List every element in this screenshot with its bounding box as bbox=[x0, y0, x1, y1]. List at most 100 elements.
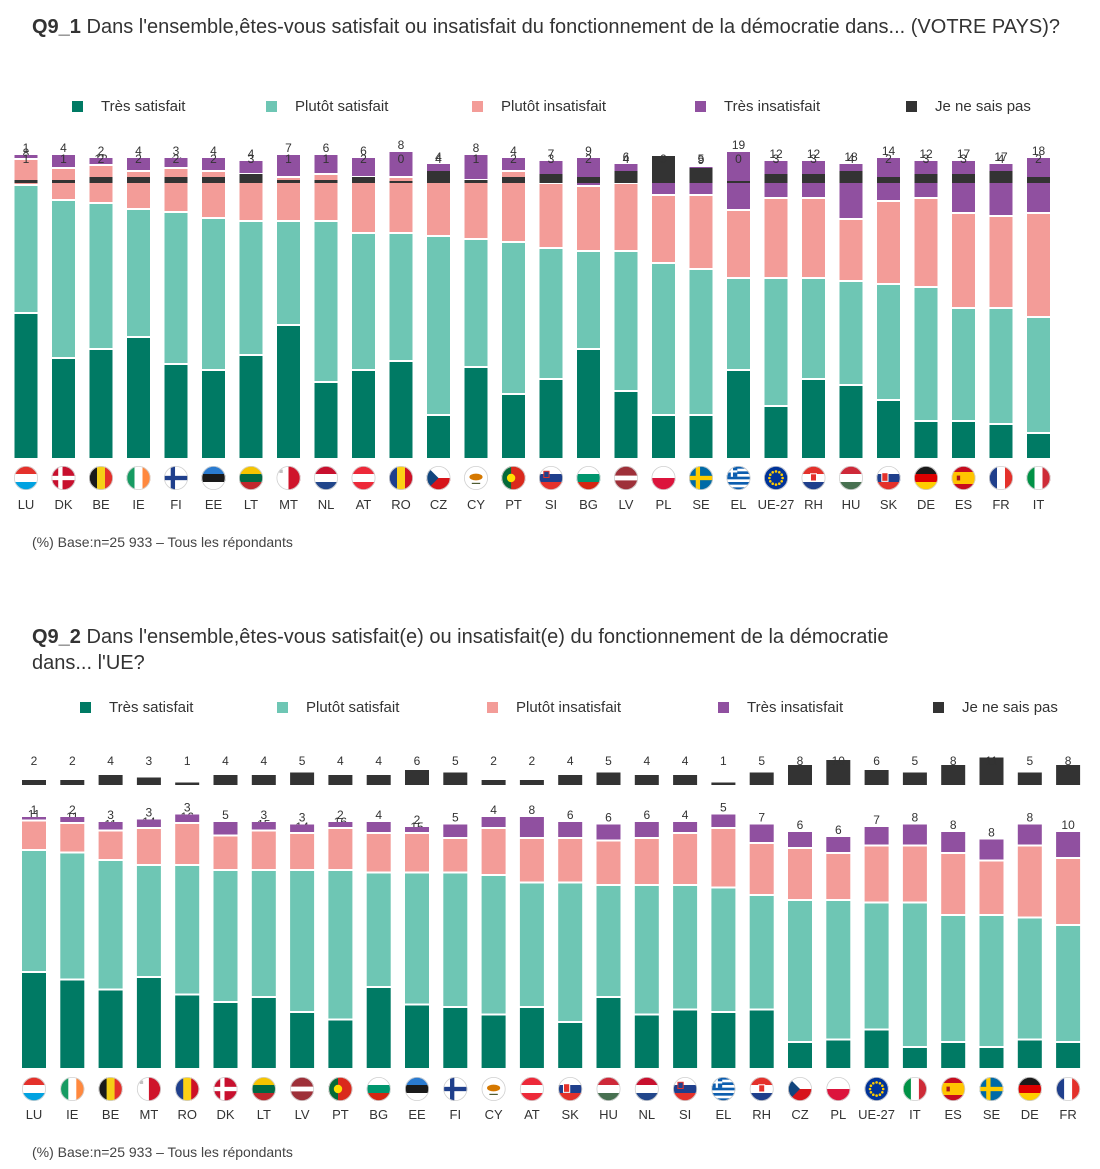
category-label: FI bbox=[450, 1107, 462, 1122]
bar-segment-tr-s-insatisfait bbox=[389, 152, 413, 176]
data-label: 3 bbox=[299, 811, 306, 825]
bar-segment-plut-t-insatisfait bbox=[175, 824, 200, 864]
data-label: 2 bbox=[31, 754, 38, 768]
data-label: 5 bbox=[452, 754, 459, 768]
data-label: 6 bbox=[623, 150, 630, 164]
bar-segment-tr-s-insatisfait bbox=[749, 824, 774, 842]
bar-segment-plut-t-insatisfait bbox=[689, 196, 713, 268]
bar-segment-plut-t-insatisfait bbox=[464, 181, 488, 238]
flag-rh bbox=[749, 1077, 774, 1101]
data-label: 6 bbox=[873, 754, 880, 768]
bar-segment-tr-s-satisfait bbox=[22, 973, 46, 1068]
bar-segment-tr-s-insatisfait bbox=[89, 158, 113, 164]
bar-segment-tr-s-insatisfait bbox=[502, 158, 525, 170]
bar-segment-plut-t-satisfait bbox=[577, 252, 600, 348]
bar-segment-tr-s-satisfait bbox=[826, 1040, 851, 1068]
data-label: 2 bbox=[529, 754, 536, 768]
data-label: 1 bbox=[285, 152, 292, 166]
bar-segment-plut-t-satisfait bbox=[1056, 926, 1081, 1041]
data-label: 3 bbox=[923, 152, 930, 166]
bar-group-dk: 26521354DK bbox=[213, 754, 238, 1122]
category-label: LU bbox=[26, 1107, 43, 1122]
legend-label: Plutôt insatisfait bbox=[501, 98, 607, 115]
bar-segment-plut-t-insatisfait bbox=[443, 839, 468, 872]
data-label: 5 bbox=[299, 754, 306, 768]
bar-segment-plut-t-satisfait bbox=[902, 903, 927, 1046]
data-label: 1 bbox=[473, 152, 480, 166]
bar-segment-plut-t-satisfait bbox=[826, 901, 851, 1039]
bar-segment-je-ne-sais-pas bbox=[596, 772, 621, 785]
bar-segment-tr-s-satisfait bbox=[941, 1043, 966, 1068]
category-label: SK bbox=[880, 497, 898, 512]
bar-group-mt: 36441433MT bbox=[136, 754, 161, 1122]
bar-segment-tr-s-satisfait bbox=[389, 362, 413, 458]
data-label: 8 bbox=[950, 818, 957, 832]
bar-segment-je-ne-sais-pas bbox=[914, 174, 938, 183]
category-label: UE-27 bbox=[858, 1107, 895, 1122]
bar-segment-tr-s-satisfait bbox=[802, 380, 825, 458]
bar-segment-je-ne-sais-pas bbox=[711, 782, 736, 785]
bar-group-be: 36481222BE bbox=[89, 144, 114, 512]
bar-group-ie: 35501122IE bbox=[60, 754, 85, 1122]
bar-segment-je-ne-sais-pas bbox=[614, 171, 638, 183]
data-label: 1 bbox=[31, 803, 38, 817]
bar-segment-plut-t-insatisfait bbox=[877, 202, 900, 283]
bar-segment-tr-s-insatisfait bbox=[979, 839, 1004, 860]
bar-segment-plut-t-insatisfait bbox=[314, 175, 338, 220]
bar-segment-tr-s-satisfait bbox=[164, 365, 188, 458]
data-label: 5 bbox=[912, 754, 919, 768]
data-label: 8 bbox=[797, 754, 804, 768]
data-label: 10 bbox=[1061, 818, 1075, 832]
legend-tres-insatisfait: Très insatisfait bbox=[695, 98, 820, 115]
data-label: 8 bbox=[912, 811, 919, 825]
bar-group-pt: 19591624PT bbox=[328, 754, 353, 1122]
bar-segment-tr-s-satisfait bbox=[1056, 1043, 1081, 1068]
data-label: 4 bbox=[222, 754, 229, 768]
bar-segment-tr-s-satisfait bbox=[689, 416, 713, 458]
data-label: 3 bbox=[810, 152, 817, 166]
flag-nl bbox=[634, 1077, 659, 1101]
chart2-base-note: (%) Base:n=25 933 – Tous les répondants bbox=[32, 1144, 293, 1160]
legend-plutot-satisfait: Plutôt satisfait bbox=[266, 98, 388, 115]
bar-segment-je-ne-sais-pas bbox=[427, 171, 450, 183]
bar-segment-plut-t-insatisfait bbox=[989, 217, 1013, 307]
legend-swatch bbox=[933, 702, 944, 713]
bar-segment-je-ne-sais-pas bbox=[952, 174, 975, 183]
category-label: CY bbox=[467, 497, 485, 512]
data-label: 18 bbox=[844, 150, 858, 164]
legend-label: Très satisfait bbox=[101, 98, 186, 115]
bar-segment-plut-t-satisfait bbox=[711, 888, 736, 1011]
bar-segment-tr-s-insatisfait bbox=[673, 822, 698, 832]
flag-ro bbox=[389, 466, 413, 490]
bar-segment-tr-s-satisfait bbox=[788, 1043, 812, 1068]
bar-segment-je-ne-sais-pas bbox=[175, 782, 200, 785]
data-label: 6 bbox=[414, 754, 421, 768]
bar-segment-tr-s-insatisfait bbox=[558, 822, 583, 837]
legend-plutot-satisfait: Plutôt satisfait bbox=[277, 699, 399, 716]
category-label: FR bbox=[992, 497, 1009, 512]
data-label: 6 bbox=[605, 811, 612, 825]
bar-segment-plut-t-insatisfait bbox=[213, 836, 238, 869]
bar-segment-plut-t-satisfait bbox=[749, 896, 774, 1009]
data-label: 4 bbox=[260, 754, 267, 768]
data-label: 8 bbox=[1026, 811, 1033, 825]
bar-segment-plut-t-satisfait bbox=[127, 210, 150, 336]
bar-segment-tr-s-satisfait bbox=[577, 350, 600, 458]
bar-segment-plut-t-satisfait bbox=[614, 252, 638, 390]
data-label: 5 bbox=[758, 754, 765, 768]
bar-segment-je-ne-sais-pas bbox=[290, 772, 315, 785]
flag-lv bbox=[614, 466, 638, 490]
bar-segment-tr-s-insatisfait bbox=[1017, 824, 1042, 845]
legend-swatch bbox=[695, 101, 706, 112]
bar-group-at: 29451862AT bbox=[351, 144, 376, 512]
bar-segment-je-ne-sais-pas bbox=[864, 770, 889, 785]
data-label: 3 bbox=[173, 144, 180, 158]
bar-segment-plut-t-insatisfait bbox=[577, 187, 600, 250]
bar-segment-tr-s-satisfait bbox=[290, 1013, 315, 1068]
bar-segment-plut-t-insatisfait bbox=[614, 184, 638, 250]
bar-segment-plut-t-insatisfait bbox=[14, 160, 38, 184]
legend-swatch bbox=[487, 702, 498, 713]
bar-group-se: 85221811SE bbox=[979, 754, 1004, 1122]
bar-group-ee: 25521526EE bbox=[404, 754, 429, 1122]
bar-segment-je-ne-sais-pas bbox=[652, 156, 675, 183]
